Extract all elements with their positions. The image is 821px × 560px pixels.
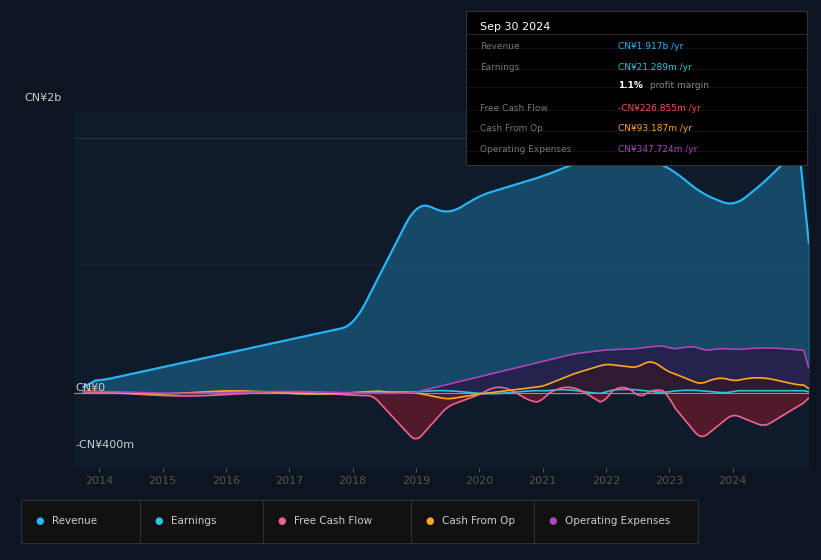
Text: Cash From Op: Cash From Op [480, 124, 543, 133]
Text: Earnings: Earnings [171, 516, 216, 526]
Text: 1.1%: 1.1% [618, 81, 643, 90]
Text: CN¥0: CN¥0 [76, 383, 105, 393]
Text: Cash From Op: Cash From Op [442, 516, 515, 526]
Text: Free Cash Flow: Free Cash Flow [480, 104, 548, 113]
Text: ●: ● [154, 516, 163, 526]
Text: Operating Expenses: Operating Expenses [565, 516, 670, 526]
Text: ●: ● [277, 516, 286, 526]
Text: CN¥93.187m /yr: CN¥93.187m /yr [618, 124, 692, 133]
Text: Earnings: Earnings [480, 63, 519, 72]
Text: CN¥21.289m /yr: CN¥21.289m /yr [618, 63, 692, 72]
Text: Free Cash Flow: Free Cash Flow [294, 516, 372, 526]
Text: CN¥2b: CN¥2b [25, 93, 62, 103]
Text: Operating Expenses: Operating Expenses [480, 145, 571, 154]
Text: profit margin: profit margin [647, 81, 709, 90]
Text: -CN¥226.855m /yr: -CN¥226.855m /yr [618, 104, 700, 113]
Text: -CN¥400m: -CN¥400m [76, 440, 135, 450]
Text: ●: ● [35, 516, 44, 526]
Text: CN¥1.917b /yr: CN¥1.917b /yr [618, 42, 683, 51]
Text: Sep 30 2024: Sep 30 2024 [480, 22, 550, 32]
Text: ●: ● [425, 516, 433, 526]
Text: ●: ● [548, 516, 557, 526]
Text: Revenue: Revenue [52, 516, 97, 526]
Text: CN¥347.724m /yr: CN¥347.724m /yr [618, 145, 697, 154]
Text: Revenue: Revenue [480, 42, 520, 51]
